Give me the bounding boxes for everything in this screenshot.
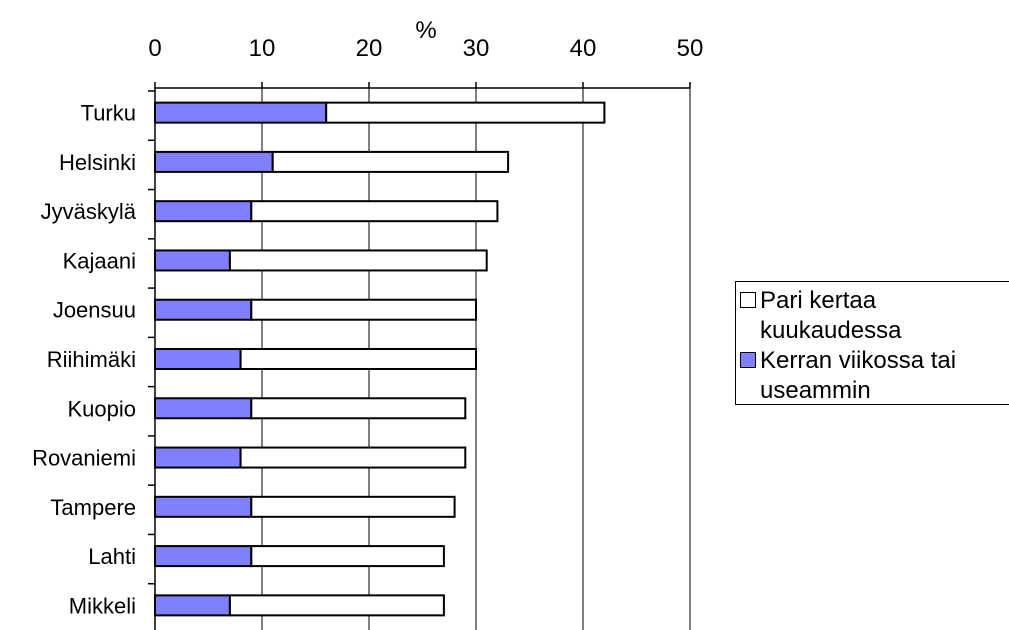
bar-segment-weekly — [154, 150, 274, 173]
x-tick-labels: 0 10 20 30 40 50 — [148, 35, 703, 62]
bar-segment-weekly — [154, 495, 253, 518]
legend-label-line: kuukaudessa — [760, 317, 902, 344]
category-label: Helsinki — [59, 150, 136, 175]
category-label: Jyväskylä — [41, 199, 137, 224]
bar-segment-weekly — [154, 249, 231, 272]
bar-segment-monthly — [250, 200, 499, 223]
bar-segment-monthly — [250, 495, 456, 518]
category-label: Kuopio — [67, 396, 136, 421]
category-label: Riihimäki — [47, 347, 136, 372]
x-tick-label: 40 — [570, 35, 597, 62]
bars — [154, 101, 606, 617]
legend-swatch-blue — [740, 352, 756, 368]
bar-segment-weekly — [154, 545, 253, 568]
legend-item-kerran-viikossa: Kerran viikossa tai useammin — [740, 346, 1009, 406]
x-tick-label: 0 — [148, 35, 161, 62]
category-label: Kajaani — [63, 248, 136, 273]
x-tick-label: 30 — [463, 35, 490, 62]
bar-segment-monthly — [239, 348, 477, 370]
bar-segment-monthly — [228, 594, 445, 617]
bar-segment-weekly — [154, 101, 328, 124]
legend-swatch-white — [740, 292, 756, 308]
category-label: Joensuu — [53, 298, 136, 323]
bar-segment-monthly — [271, 150, 510, 173]
legend-label-line: useammin — [760, 377, 871, 404]
category-labels: Turku Helsinki Jyväskylä Kajaani Joensuu Riih… — [32, 101, 137, 619]
legend-label-line: Kerran viikossa tai — [760, 347, 957, 374]
bar-segment-monthly — [250, 298, 477, 321]
category-label: Lahti — [88, 544, 136, 569]
category-label: Tampere — [50, 495, 136, 520]
legend-label-line: Pari kertaa — [760, 287, 877, 314]
bar-segment-monthly — [250, 545, 445, 568]
category-label: Turku — [81, 101, 136, 126]
bar-segment-weekly — [154, 298, 253, 321]
category-label: Rovaniemi — [32, 446, 136, 471]
x-tick-label: 10 — [249, 35, 276, 62]
legend-label: Kerran viikossa tai useammin — [760, 346, 1009, 406]
bar-segment-weekly — [154, 200, 253, 223]
legend-label: Pari kertaa kuukaudessa — [760, 286, 1009, 346]
legend: Pari kertaa kuukaudessa Kerran viikossa … — [735, 281, 1009, 405]
bar-segment-monthly — [325, 101, 606, 124]
bar-segment-weekly — [154, 348, 242, 370]
bar-segment-monthly — [228, 249, 488, 272]
x-axis-unit-label: % — [415, 17, 436, 44]
x-tick-label: 20 — [356, 35, 383, 62]
bar-segment-weekly — [154, 397, 253, 420]
category-label: Mikkeli — [69, 593, 136, 618]
bar-segment-monthly — [250, 397, 467, 420]
x-tick-label: 50 — [677, 35, 704, 62]
legend-item-pari-kertaa: Pari kertaa kuukaudessa — [740, 286, 1009, 346]
bar-segment-monthly — [239, 446, 467, 469]
bar-segment-weekly — [154, 594, 231, 617]
bar-segment-weekly — [154, 446, 242, 469]
